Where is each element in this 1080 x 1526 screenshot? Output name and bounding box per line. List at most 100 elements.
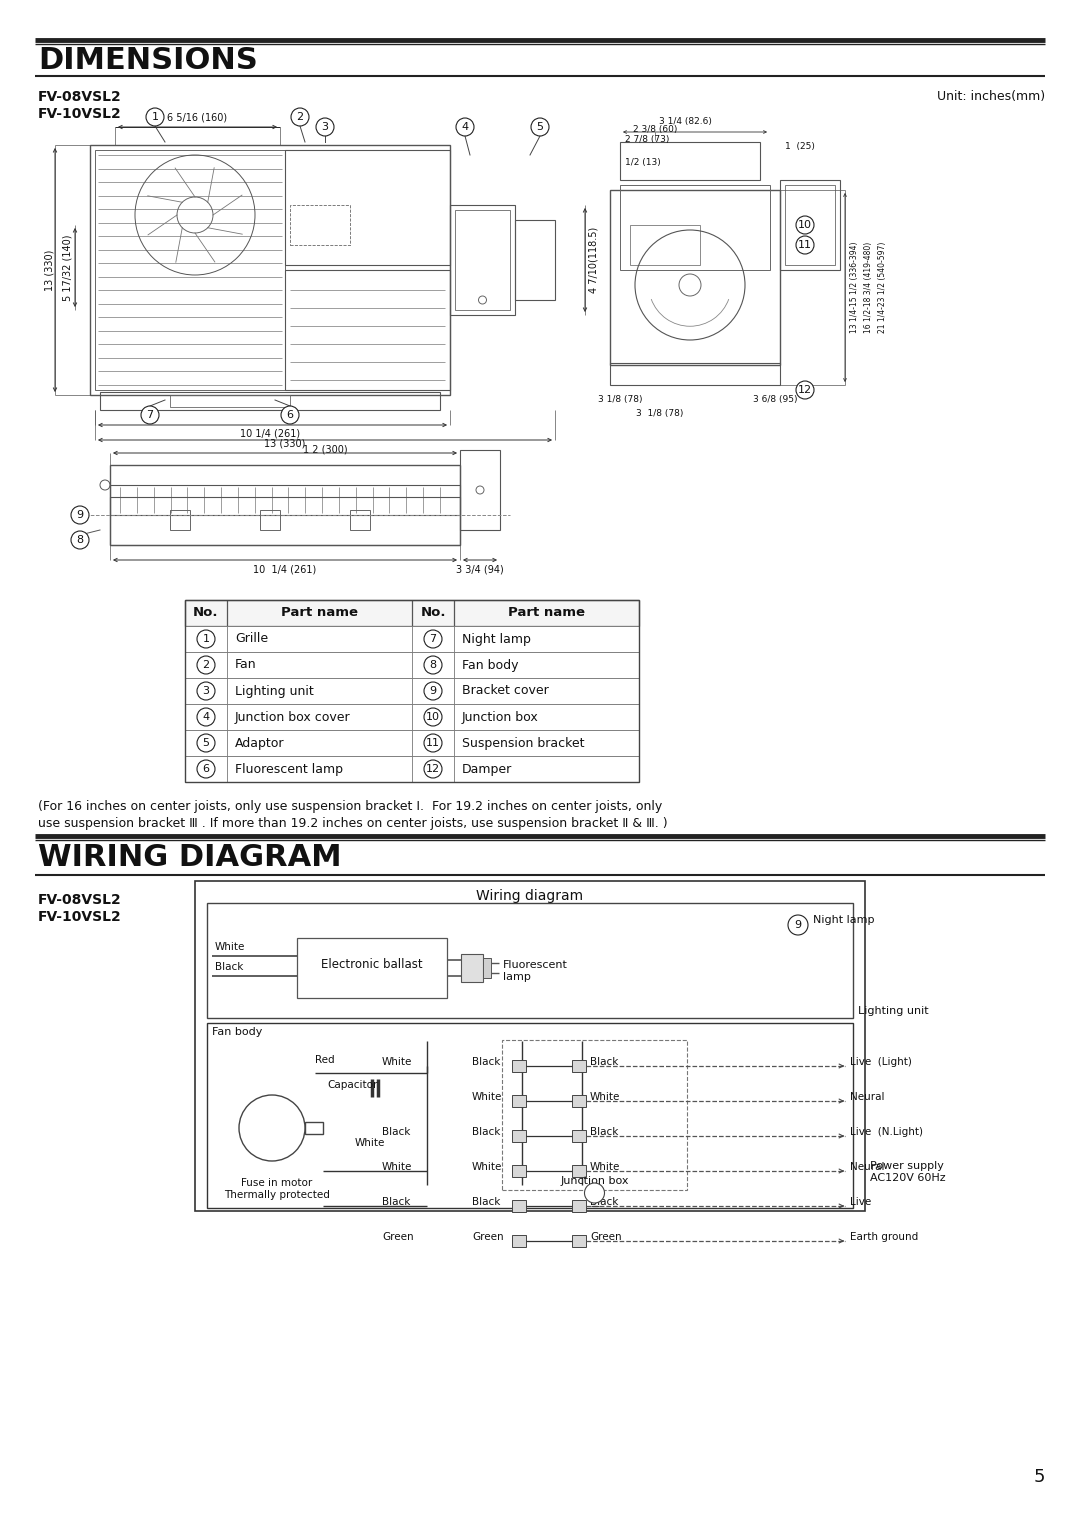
Text: WIRING DIAGRAM: WIRING DIAGRAM	[38, 842, 341, 871]
Text: White: White	[382, 1161, 413, 1172]
Text: 11: 11	[426, 739, 440, 748]
Text: 13 1/4-15 1/2 (336-394): 13 1/4-15 1/2 (336-394)	[851, 241, 860, 333]
Circle shape	[141, 406, 159, 424]
Text: Fluorescent
lamp: Fluorescent lamp	[503, 960, 568, 981]
Circle shape	[796, 382, 814, 398]
Text: 16 1/2-18 3/4 (419-480): 16 1/2-18 3/4 (419-480)	[864, 243, 874, 333]
Text: FV-08VSL2: FV-08VSL2	[38, 893, 122, 906]
Circle shape	[316, 118, 334, 136]
Text: 5: 5	[537, 122, 543, 133]
Text: 3: 3	[203, 687, 210, 696]
Bar	[610, 191, 780, 365]
Text: 3 3/4 (94): 3 3/4 (94)	[456, 565, 504, 574]
Text: 13 (330): 13 (330)	[265, 439, 306, 449]
Text: Fan body: Fan body	[212, 1027, 262, 1038]
Text: 2 3/8 (60): 2 3/8 (60)	[633, 125, 677, 134]
Bar	[512, 1164, 526, 1177]
Circle shape	[197, 682, 215, 700]
Circle shape	[197, 708, 215, 726]
Text: 6: 6	[286, 410, 294, 420]
Text: 13 (330): 13 (330)	[45, 249, 55, 290]
Text: 5 17/32 (140): 5 17/32 (140)	[63, 235, 73, 301]
Bar	[512, 1129, 526, 1141]
Text: White: White	[382, 1058, 413, 1067]
Circle shape	[197, 760, 215, 778]
Bar	[620, 142, 760, 180]
Text: Black: Black	[590, 1058, 619, 1067]
Text: 3: 3	[322, 122, 328, 133]
Text: Live  (Light): Live (Light)	[850, 1058, 912, 1067]
Text: No.: No.	[420, 606, 446, 620]
Text: 8: 8	[430, 661, 436, 670]
Circle shape	[71, 531, 89, 549]
Text: Black: Black	[590, 1196, 619, 1207]
Bar	[90, 145, 450, 395]
Circle shape	[424, 656, 442, 674]
Bar	[780, 180, 840, 270]
Text: 12: 12	[426, 765, 440, 774]
Text: 10 1/4 (261): 10 1/4 (261)	[240, 429, 300, 439]
Circle shape	[197, 630, 215, 649]
Text: Green: Green	[590, 1231, 622, 1242]
Bar	[185, 652, 639, 678]
Text: Red: Red	[315, 1054, 335, 1065]
Text: Junction box: Junction box	[561, 1177, 629, 1186]
Text: Motor: Motor	[255, 1116, 289, 1129]
Text: 12: 12	[798, 385, 812, 395]
Circle shape	[239, 1096, 305, 1161]
Text: Wiring diagram: Wiring diagram	[476, 890, 583, 903]
Text: 2 7/8 (73): 2 7/8 (73)	[625, 134, 670, 143]
Text: FV-08VSL2: FV-08VSL2	[38, 90, 122, 104]
Text: Live  (N.Light): Live (N.Light)	[850, 1128, 923, 1137]
Bar	[450, 204, 515, 314]
Text: 3 1/8 (78): 3 1/8 (78)	[597, 395, 643, 404]
Bar	[630, 224, 700, 266]
Bar	[572, 1164, 586, 1177]
Bar	[455, 211, 510, 310]
Bar	[512, 1235, 526, 1247]
Bar	[502, 1041, 687, 1190]
Text: Black: Black	[472, 1196, 500, 1207]
Text: 21 1/4-23 1/2 (540-597): 21 1/4-23 1/2 (540-597)	[878, 241, 888, 333]
Text: 2: 2	[202, 661, 210, 670]
Bar	[100, 392, 440, 410]
Text: 10  1/4 (261): 10 1/4 (261)	[254, 565, 316, 574]
Text: 10: 10	[426, 713, 440, 722]
Text: Black: Black	[215, 961, 243, 972]
Text: No.: No.	[193, 606, 219, 620]
Bar	[185, 600, 639, 781]
Circle shape	[281, 406, 299, 424]
Bar	[95, 150, 285, 391]
Bar	[512, 1061, 526, 1071]
Bar	[185, 678, 639, 703]
Bar	[185, 600, 639, 626]
Bar	[483, 958, 491, 978]
Text: White: White	[215, 942, 245, 952]
Bar	[110, 497, 460, 545]
Text: Earth ground: Earth ground	[850, 1231, 918, 1242]
Text: 9: 9	[795, 920, 801, 929]
Bar	[185, 703, 639, 729]
Text: Fuse in motor
Thermally protected: Fuse in motor Thermally protected	[224, 1178, 329, 1199]
Bar	[572, 1061, 586, 1071]
Text: Suspension bracket: Suspension bracket	[462, 737, 584, 749]
Text: Black: Black	[382, 1128, 410, 1137]
Circle shape	[584, 1183, 605, 1202]
Text: 4: 4	[461, 122, 469, 133]
Text: 5: 5	[1034, 1468, 1045, 1486]
Text: 7: 7	[430, 633, 436, 644]
Bar	[195, 881, 865, 1212]
Circle shape	[424, 682, 442, 700]
Circle shape	[424, 734, 442, 752]
Text: Junction box: Junction box	[462, 711, 539, 723]
Bar	[350, 510, 370, 530]
Text: 1 2 (300): 1 2 (300)	[302, 444, 348, 455]
Circle shape	[291, 108, 309, 127]
Bar	[110, 485, 460, 514]
Bar	[512, 1199, 526, 1212]
Bar	[460, 450, 500, 530]
Text: Fluorescent lamp: Fluorescent lamp	[235, 763, 343, 775]
Circle shape	[456, 118, 474, 136]
Text: Bracket cover: Bracket cover	[462, 685, 549, 697]
Circle shape	[197, 656, 215, 674]
